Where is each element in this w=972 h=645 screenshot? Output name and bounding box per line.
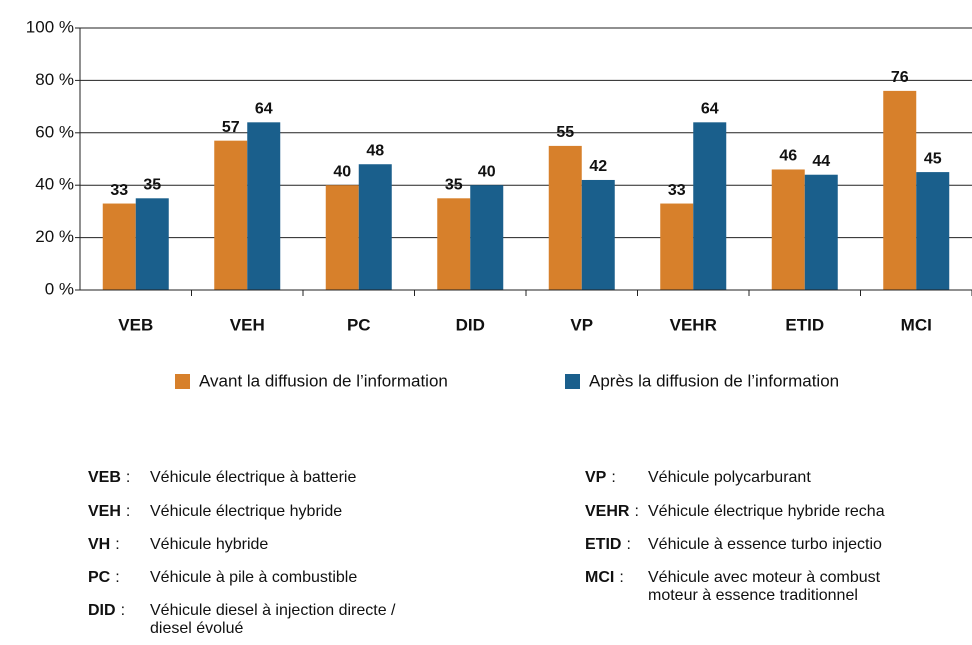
glossary-separator: : [634, 503, 638, 520]
value-label: 33 [110, 182, 128, 199]
value-label: 35 [143, 177, 161, 194]
x-tick-label: VEHR [670, 315, 717, 334]
x-tick-label: VP [570, 315, 593, 334]
bar [135, 198, 169, 290]
value-label: 40 [333, 163, 351, 180]
bar [102, 203, 136, 290]
glossary-abbr: VEH [88, 503, 121, 520]
x-tick-label: ETID [785, 315, 824, 334]
bar [325, 185, 359, 290]
bar [771, 169, 805, 290]
y-tick-label: 20 % [35, 227, 74, 246]
bar [804, 174, 838, 290]
bar [883, 90, 917, 290]
glossary-abbr: ETID [585, 536, 621, 553]
x-tick-label: MCI [901, 315, 932, 334]
glossary-abbr: DID [88, 602, 116, 619]
legend-label: Avant la diffusion de l’information [199, 371, 448, 390]
bar [214, 140, 248, 290]
bar [437, 198, 471, 290]
glossary-text: Véhicule polycarburant [648, 469, 811, 486]
bar [358, 164, 392, 290]
glossary-separator: : [115, 569, 119, 586]
glossary-separator: : [611, 469, 615, 486]
glossary-abbr: VH [88, 536, 110, 553]
bar [581, 179, 615, 290]
glossary-text: Véhicule diesel à injection directe / [150, 602, 396, 619]
bar [693, 122, 727, 290]
legend-swatch [565, 374, 580, 389]
legend-swatch [175, 374, 190, 389]
glossary-abbr: PC [88, 569, 111, 586]
glossary-text: moteur à essence traditionnel [648, 587, 858, 604]
x-tick-label: DID [456, 315, 485, 334]
y-tick-label: 60 % [35, 122, 74, 141]
glossary-abbr: VEHR [585, 503, 630, 520]
value-label: 55 [556, 124, 574, 141]
x-tick-label: PC [347, 315, 371, 334]
value-label: 76 [891, 69, 909, 86]
value-label: 44 [812, 153, 830, 170]
glossary-text: Véhicule avec moteur à combust [648, 569, 881, 586]
bar [548, 145, 582, 290]
glossary-abbr: MCI [585, 569, 614, 586]
glossary-text: Véhicule à essence turbo injectio [648, 536, 882, 553]
value-label: 45 [924, 150, 942, 167]
glossary-separator: : [126, 469, 130, 486]
glossary-text: Véhicule électrique hybride recha [648, 503, 885, 520]
value-label: 48 [366, 142, 384, 159]
legend-label: Après la diffusion de l’information [589, 371, 839, 390]
bar [247, 122, 281, 290]
glossary-abbr: VEB [88, 469, 121, 486]
glossary-text: Véhicule hybride [150, 536, 268, 553]
glossary-separator: : [619, 569, 623, 586]
y-tick-label: 80 % [35, 70, 74, 89]
y-tick-label: 0 % [45, 279, 74, 298]
glossary-separator: : [126, 503, 130, 520]
value-label: 33 [668, 182, 686, 199]
x-tick-label: VEH [230, 315, 265, 334]
y-tick-label: 40 % [35, 175, 74, 194]
value-label: 35 [445, 177, 463, 194]
glossary-separator: : [121, 602, 125, 619]
glossary-abbr: VP [585, 469, 607, 486]
y-tick-label: 100 % [26, 17, 74, 36]
x-tick-label: VEB [118, 315, 153, 334]
value-label: 57 [222, 119, 240, 136]
bar [660, 203, 694, 290]
value-label: 64 [255, 101, 273, 118]
glossary-text: Véhicule électrique hybride [150, 503, 342, 520]
glossary-text: Véhicule à pile à combustible [150, 569, 357, 586]
glossary-text: diesel évolué [150, 620, 244, 637]
value-label: 64 [701, 101, 719, 118]
bar [916, 172, 950, 290]
glossary-separator: : [115, 536, 119, 553]
glossary-separator: : [626, 536, 630, 553]
bar [470, 185, 504, 290]
value-label: 40 [478, 163, 496, 180]
glossary-text: Véhicule électrique à batterie [150, 469, 356, 486]
value-label: 42 [589, 158, 607, 175]
value-label: 46 [779, 148, 797, 165]
